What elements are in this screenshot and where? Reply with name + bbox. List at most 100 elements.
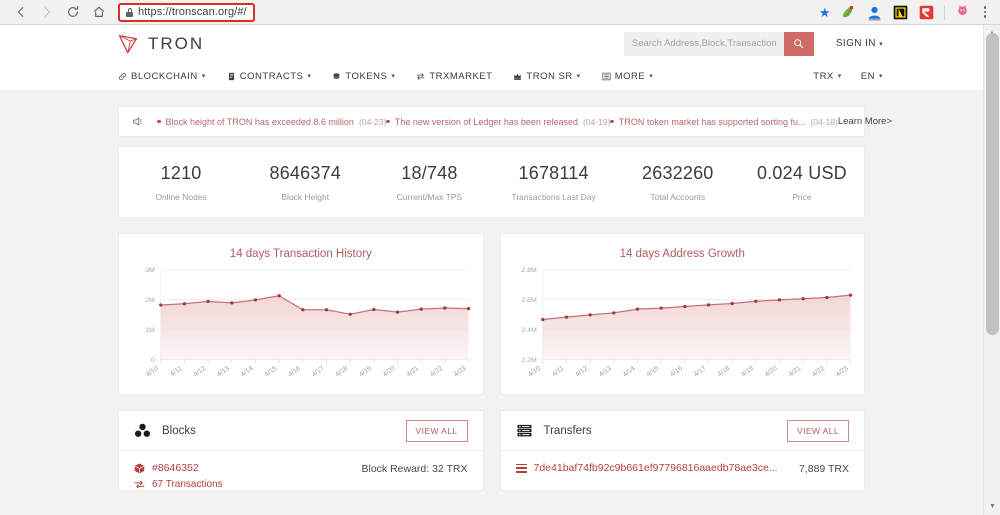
home-icon xyxy=(93,6,105,17)
chevron-down-icon: ▾ xyxy=(576,73,581,80)
transfers-view-all-button[interactable]: VIEW ALL xyxy=(787,419,849,442)
nav-label-contracts: CONTRACTS xyxy=(239,70,304,82)
chart-plot-address-growth: 2.8M 2.6M 2.4M 2.2M 4/10 4/11 4/12 4/13 4/14 4/15… xyxy=(501,264,865,394)
announcement-date-3: (04-18) xyxy=(810,116,838,127)
home-button[interactable] xyxy=(86,1,112,23)
svg-text:4/13: 4/13 xyxy=(598,365,613,379)
lists-row: Blocks VIEW ALL #8646352 xyxy=(118,410,865,491)
stat-label: Block Height xyxy=(281,191,330,202)
nav-right-group: TRX ▾ EN ▾ xyxy=(813,71,883,82)
nav-item-contracts[interactable]: CONTRACTS ▾ xyxy=(227,71,312,82)
list-icon xyxy=(602,72,611,80)
nav-item-tokens[interactable]: TOKENS ▾ xyxy=(332,71,395,82)
transfers-panel: Transfers VIEW ALL 7de41baf74fb92c9b661e… xyxy=(499,410,865,491)
page-content: TRON SIGN IN ▾ xyxy=(0,25,983,491)
blocks-panel-header: Blocks VIEW ALL xyxy=(119,411,483,451)
scrollbar-thumb[interactable] xyxy=(986,33,999,335)
scroll-down-arrow[interactable]: ▼ xyxy=(989,503,996,510)
extension-icon-4[interactable] xyxy=(918,4,935,21)
page-viewport: TRON SIGN IN ▾ xyxy=(0,25,1000,515)
svg-text:2M: 2M xyxy=(145,297,155,304)
language-selector[interactable]: EN ▾ xyxy=(861,71,883,82)
svg-text:4/11: 4/11 xyxy=(551,365,566,378)
bullet-icon xyxy=(610,119,614,124)
announcement-item-1[interactable]: Block height of TRON has exceeded 8.6 mi… xyxy=(157,117,386,127)
search-box xyxy=(623,31,814,56)
nav-label-tokens: TOKENS xyxy=(345,70,388,82)
kebab-menu-icon[interactable] xyxy=(980,6,991,18)
svg-text:4/17: 4/17 xyxy=(692,365,707,379)
chart-plot-transactions: 3M 2M 1M 0 4/10 4/11 4/12 4/13 4/14 4/15 4/16 4/17 4… xyxy=(119,264,483,394)
svg-text:4/11: 4/11 xyxy=(169,365,184,378)
svg-text:4/12: 4/12 xyxy=(574,365,589,379)
currency-label: TRX xyxy=(813,70,834,82)
sign-in-button[interactable]: SIGN IN ▾ xyxy=(836,38,883,49)
svg-text:2.2M: 2.2M xyxy=(521,357,537,364)
nav-label-tron-sr: TRON SR xyxy=(526,70,573,82)
svg-text:4/13: 4/13 xyxy=(216,365,231,379)
extension-icon-1[interactable] xyxy=(840,4,857,21)
block-transactions-count[interactable]: 67 Transactions xyxy=(152,479,223,490)
svg-text:4/19: 4/19 xyxy=(740,365,755,379)
stat-label: Total Accounts xyxy=(650,191,706,202)
chevron-down-icon: ▾ xyxy=(307,73,312,80)
stat-label: Current/Max TPS xyxy=(396,191,463,202)
tron-logo[interactable]: TRON xyxy=(118,34,204,54)
svg-text:2.8M: 2.8M xyxy=(521,267,537,274)
svg-text:4/14: 4/14 xyxy=(240,365,255,379)
chart-title-transactions: 14 days Transaction History xyxy=(229,248,372,260)
svg-text:4/15: 4/15 xyxy=(645,365,660,379)
stat-label: Price xyxy=(792,191,812,202)
blocks-icon xyxy=(135,423,150,437)
profile-icon[interactable] xyxy=(954,4,971,21)
stat-value: 8646374 xyxy=(269,162,341,183)
nav-item-trxmarket[interactable]: TRXMARKET xyxy=(416,71,492,82)
stat-label: Transactions Last Day xyxy=(511,191,596,202)
site-header: TRON SIGN IN ▾ xyxy=(0,25,983,91)
learn-more-link[interactable]: Learn More> xyxy=(837,116,893,127)
svg-text:1M: 1M xyxy=(145,327,155,334)
svg-text:4/22: 4/22 xyxy=(811,365,826,379)
stat-value: 2632260 xyxy=(642,162,714,183)
search-input[interactable] xyxy=(623,31,784,56)
stat-price: 0.024 USD Price xyxy=(740,163,864,202)
link-icon xyxy=(119,72,126,80)
nav-label-more: MORE xyxy=(614,70,646,82)
announcement-item-2[interactable]: The new version of Ledger has been relea… xyxy=(386,117,610,127)
back-button[interactable] xyxy=(8,1,34,23)
block-id-link[interactable]: #8646352 xyxy=(152,462,199,474)
address-growth-chart-card: 14 days Address Growth 2.8M 2.6M 2.4M 2.2M 4… xyxy=(499,233,865,395)
nav-item-tron-sr[interactable]: TRON SR ▾ xyxy=(513,71,580,82)
sign-in-label: SIGN IN xyxy=(835,38,876,49)
extension-icon-2[interactable] xyxy=(866,4,883,21)
address-bar[interactable]: https://tronscan.org/#/ xyxy=(118,2,255,22)
page-scrollbar[interactable]: ▲ ▼ xyxy=(983,25,1000,515)
bullet-icon xyxy=(386,119,390,124)
stats-bar: 1210 Online Nodes 8646374 Block Height 1… xyxy=(118,146,865,218)
svg-text:4/18: 4/18 xyxy=(334,365,349,379)
browser-toolbar: https://tronscan.org/#/ ★ xyxy=(0,0,1000,25)
transfer-hash-link[interactable]: 7de41baf74fb92c9b661ef97796816aaedb78ae3… xyxy=(533,462,778,474)
megaphone-icon xyxy=(133,117,142,126)
svg-text:4/19: 4/19 xyxy=(358,365,373,379)
tron-logo-text: TRON xyxy=(148,33,205,53)
star-icon[interactable]: ★ xyxy=(818,4,831,20)
chevron-down-icon: ▾ xyxy=(201,73,206,80)
search-button[interactable] xyxy=(783,31,814,56)
block-row-left: #8646352 67 Transactions xyxy=(134,462,223,490)
nav-item-blockchain[interactable]: BLOCKCHAIN ▾ xyxy=(118,71,206,82)
extension-icon-3[interactable] xyxy=(892,4,909,21)
nav-item-more[interactable]: MORE ▾ xyxy=(602,71,654,82)
currency-selector[interactable]: TRX ▾ xyxy=(813,71,842,82)
language-label: EN xyxy=(860,70,875,82)
blocks-panel-title: Blocks xyxy=(162,424,196,437)
reload-button[interactable] xyxy=(60,1,86,23)
blocks-view-all-button[interactable]: VIEW ALL xyxy=(405,419,468,442)
chevron-down-icon: ▾ xyxy=(879,41,883,48)
chevron-down-icon: ▾ xyxy=(391,73,396,80)
nav-label-blockchain: BLOCKCHAIN xyxy=(131,70,198,82)
svg-text:4/20: 4/20 xyxy=(382,365,397,379)
announcement-item-3[interactable]: TRON token market has supported sorting … xyxy=(610,117,838,127)
forward-button[interactable] xyxy=(34,1,60,23)
block-row: #8646352 67 Transactions Block Reward: 3… xyxy=(119,451,483,490)
